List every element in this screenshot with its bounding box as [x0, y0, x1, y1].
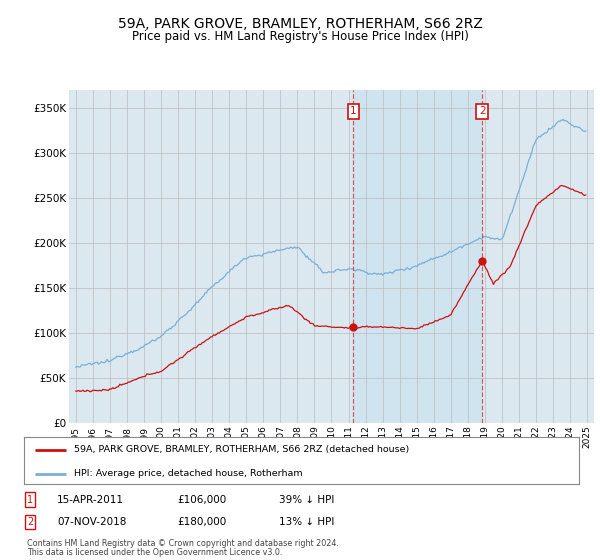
Text: HPI: Average price, detached house, Rotherham: HPI: Average price, detached house, Roth… [74, 469, 302, 478]
Text: 39% ↓ HPI: 39% ↓ HPI [279, 494, 334, 505]
Text: 07-NOV-2018: 07-NOV-2018 [57, 517, 127, 527]
Text: This data is licensed under the Open Government Licence v3.0.: This data is licensed under the Open Gov… [27, 548, 283, 557]
Text: £180,000: £180,000 [177, 517, 226, 527]
Text: 59A, PARK GROVE, BRAMLEY, ROTHERHAM, S66 2RZ: 59A, PARK GROVE, BRAMLEY, ROTHERHAM, S66… [118, 16, 482, 30]
Bar [353, 90, 482, 423]
Text: Contains HM Land Registry data © Crown copyright and database right 2024.: Contains HM Land Registry data © Crown c… [27, 539, 339, 548]
Text: 1: 1 [350, 106, 357, 116]
Text: Price paid vs. HM Land Registry's House Price Index (HPI): Price paid vs. HM Land Registry's House … [131, 30, 469, 43]
Text: 13% ↓ HPI: 13% ↓ HPI [279, 517, 334, 527]
Text: 15-APR-2011: 15-APR-2011 [57, 494, 124, 505]
Text: 59A, PARK GROVE, BRAMLEY, ROTHERHAM, S66 2RZ (detached house): 59A, PARK GROVE, BRAMLEY, ROTHERHAM, S66… [74, 445, 409, 454]
Text: 2: 2 [27, 517, 33, 527]
Text: £106,000: £106,000 [177, 494, 226, 505]
Text: 2: 2 [479, 106, 485, 116]
Text: 1: 1 [27, 494, 33, 505]
